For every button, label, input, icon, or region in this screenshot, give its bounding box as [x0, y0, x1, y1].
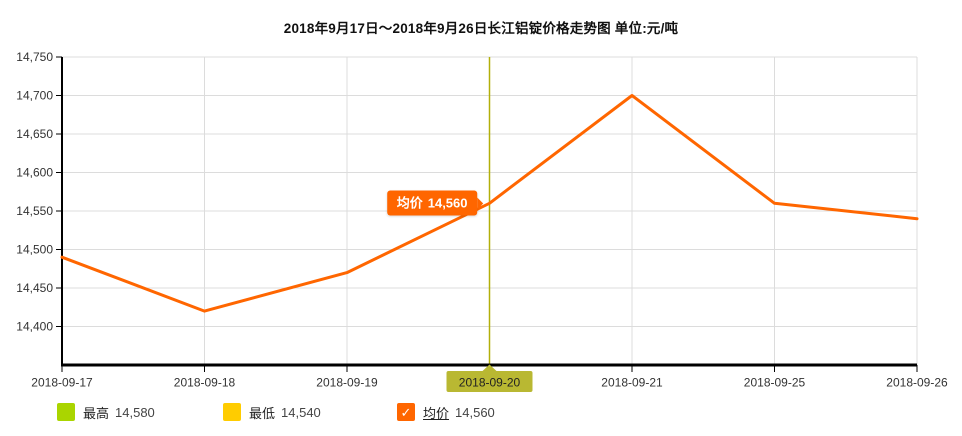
x-axis-label: 2018-09-18 [174, 376, 236, 390]
legend-value: 14,580 [115, 404, 155, 420]
legend-value: 14,540 [281, 404, 321, 420]
legend-label[interactable]: 最低 [249, 405, 276, 421]
tooltip: 均价 14,560 [386, 190, 484, 216]
y-axis-label: 14,450 [16, 281, 53, 295]
lowest-series-swatch[interactable] [223, 403, 241, 421]
y-axis-label: 14,550 [16, 204, 53, 218]
legend-item-lowest[interactable]: 最低 14,540 [223, 401, 321, 423]
y-axis-label: 14,650 [16, 127, 53, 141]
legend: 最高 14,580 最低 14,540 ✓ 均价 14,560 [0, 401, 962, 425]
legend-item-highest[interactable]: 最高 14,580 [57, 401, 155, 423]
average-price-line [60, 94, 919, 313]
x-axis-label: 2018-09-17 [31, 376, 93, 390]
y-axis-label: 14,500 [16, 243, 53, 257]
x-axis-label: 2018-09-26 [886, 376, 948, 390]
selected-date-pointer [482, 364, 497, 371]
average-series-checkbox[interactable]: ✓ [397, 403, 415, 421]
y-axis-label: 14,600 [16, 166, 53, 180]
x-axis-label: 2018-09-25 [744, 376, 806, 390]
chart-title: 2018年9月17日～2018年9月26日长江铝锭价格走势图 单位:元/吨 [283, 21, 679, 36]
x-axis-label-selected[interactable]: 2018-09-20 [459, 376, 521, 390]
x-axis-label: 2018-09-19 [316, 376, 378, 390]
y-axis-label: 14,400 [16, 320, 53, 334]
legend-item-average[interactable]: ✓ 均价 14,560 [397, 401, 495, 423]
selected-date-label-bg [446, 371, 533, 392]
legend-label[interactable]: 最高 [83, 405, 110, 421]
legend-value: 14,560 [455, 404, 495, 420]
legend-label[interactable]: 均价 [423, 405, 450, 421]
check-icon: ✓ [400, 404, 412, 420]
tooltip-value: 14,560 [427, 195, 468, 211]
tooltip-series-label: 均价 [396, 195, 423, 211]
y-axis-label: 14,700 [16, 89, 53, 103]
y-axis-label: 14,750 [16, 50, 53, 64]
x-axis-label: 2018-09-21 [601, 376, 663, 390]
highest-series-swatch[interactable] [57, 403, 75, 421]
